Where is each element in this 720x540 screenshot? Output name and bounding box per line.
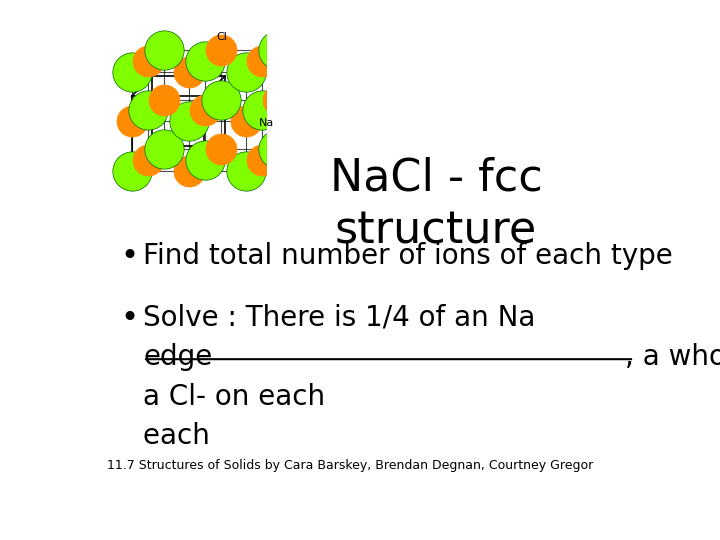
Point: [158, 144, 170, 153]
Point: [273, 46, 284, 55]
Point: [199, 57, 211, 66]
Point: [256, 156, 268, 164]
Text: edge: edge: [143, 343, 212, 372]
Text: each: each: [143, 422, 219, 450]
Point: [240, 166, 251, 175]
Point: [199, 156, 211, 164]
Point: [143, 106, 154, 115]
Point: [158, 46, 170, 55]
Point: [273, 95, 284, 104]
Text: Cl: Cl: [216, 32, 227, 43]
Point: [158, 95, 170, 104]
Text: •: •: [121, 241, 139, 271]
Point: [126, 166, 138, 175]
Point: [215, 95, 227, 104]
Text: •: •: [121, 304, 139, 333]
Point: [183, 68, 194, 77]
Point: [126, 68, 138, 77]
Point: [215, 144, 227, 153]
Point: [143, 57, 154, 66]
Point: [126, 117, 138, 126]
Text: Find total number of ions of each type: Find total number of ions of each type: [143, 241, 672, 269]
Point: [240, 68, 251, 77]
Point: [183, 117, 194, 126]
Point: [273, 144, 284, 153]
Point: [256, 106, 268, 115]
Text: , a whole Na: , a whole Na: [625, 343, 720, 372]
Point: [256, 57, 268, 66]
Text: 11.7 Structures of Solids by Cara Barskey, Brendan Degnan, Courtney Gregor: 11.7 Structures of Solids by Cara Barske…: [107, 460, 593, 472]
Point: [199, 106, 211, 115]
Point: [143, 156, 154, 164]
Text: NaCl - fcc
structure: NaCl - fcc structure: [330, 156, 542, 253]
Point: [240, 117, 251, 126]
Text: a Cl- on each: a Cl- on each: [143, 383, 334, 411]
Text: Na: Na: [258, 118, 274, 129]
Text: Solve : There is 1/4 of an Na: Solve : There is 1/4 of an Na: [143, 304, 536, 332]
Point: [183, 166, 194, 175]
Point: [215, 46, 227, 55]
